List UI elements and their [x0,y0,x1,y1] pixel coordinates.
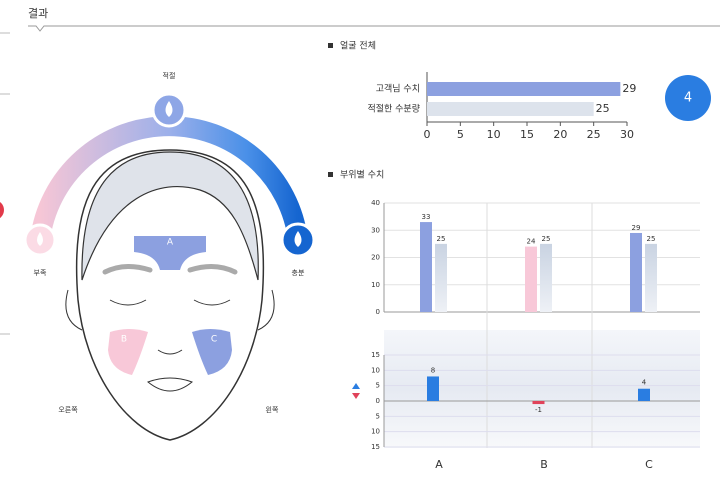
header-line [28,26,720,31]
bar [638,389,650,401]
y-tick-label: 0 [376,308,380,316]
screen: 결과 적절 부족 충분 A B C 오른쪽 왼쪽 얼굴 전체 0 5 10 15 20 25… [0,0,720,492]
bar [435,244,447,312]
side-label: 오른쪽 [58,406,78,414]
section-bullet [328,172,333,177]
gauge-label: 적절 [163,71,176,80]
zone-label: C [211,335,217,345]
bar [645,244,657,312]
header-title: 결과 [28,7,48,20]
value-label: 25 [542,235,551,243]
y-tick-label: 40 [371,199,380,207]
x-tick-label: 25 [587,128,601,141]
gauge-icon [282,224,314,256]
y-tick-label: 15 [371,351,380,359]
y-tick-label: 10 [371,281,380,289]
value-label: 25 [647,235,656,243]
value-label: 29 [632,224,641,232]
x-tick-label: 10 [487,128,501,141]
value-label: 24 [527,238,536,246]
bar [427,376,439,401]
value-label: -1 [535,406,542,414]
value-label: 8 [431,366,435,374]
value-label: 29 [622,82,636,95]
zone-label: B [121,335,127,345]
updown-icon [352,383,360,399]
section-bullet [328,43,333,48]
category-label: 고객님 수치 [376,83,420,95]
value-label: 33 [422,213,431,221]
x-tick-label: 5 [457,128,464,141]
bar [525,247,537,312]
bar [427,102,594,116]
edge-badge [0,200,4,220]
y-tick-label: 10 [371,428,380,436]
y-tick-label: 5 [376,382,380,390]
y-tick-label: 5 [376,412,380,420]
bar [420,222,432,312]
value-label: 25 [437,235,446,243]
gauge-label: 충분 [292,268,305,277]
section-title: 얼굴 전체 [340,41,376,52]
x-tick-label: 15 [520,128,534,141]
side-label: 왼쪽 [266,405,279,414]
section-title: 부위별 수치 [340,169,384,181]
bar [540,244,552,312]
badge-label: 4 [684,91,692,106]
y-tick-label: 20 [371,254,380,262]
x-tick-label: 20 [553,128,567,141]
face-panel: 적절 부족 충분 A B C 오른쪽 왼쪽 [25,71,314,440]
zone-label: A [167,238,174,248]
bar [427,82,620,96]
value-label: 25 [596,102,610,115]
gauge-icon [25,225,55,255]
y-tick-label: 15 [371,443,380,451]
x-tick-label: A [435,458,443,471]
category-label: 적절한 수분량 [367,103,420,115]
gauge-label: 부족 [34,269,47,277]
bar [533,401,545,404]
y-tick-label: 0 [376,397,380,405]
x-tick-label: 0 [424,128,431,141]
x-tick-label: C [645,458,653,471]
value-label: 4 [642,379,647,387]
gauge-icon [153,94,185,126]
x-tick-label: B [540,458,548,471]
y-tick-label: 30 [371,226,380,234]
x-tick-label: 30 [620,128,634,141]
bar [630,233,642,312]
y-tick-label: 10 [371,366,380,374]
